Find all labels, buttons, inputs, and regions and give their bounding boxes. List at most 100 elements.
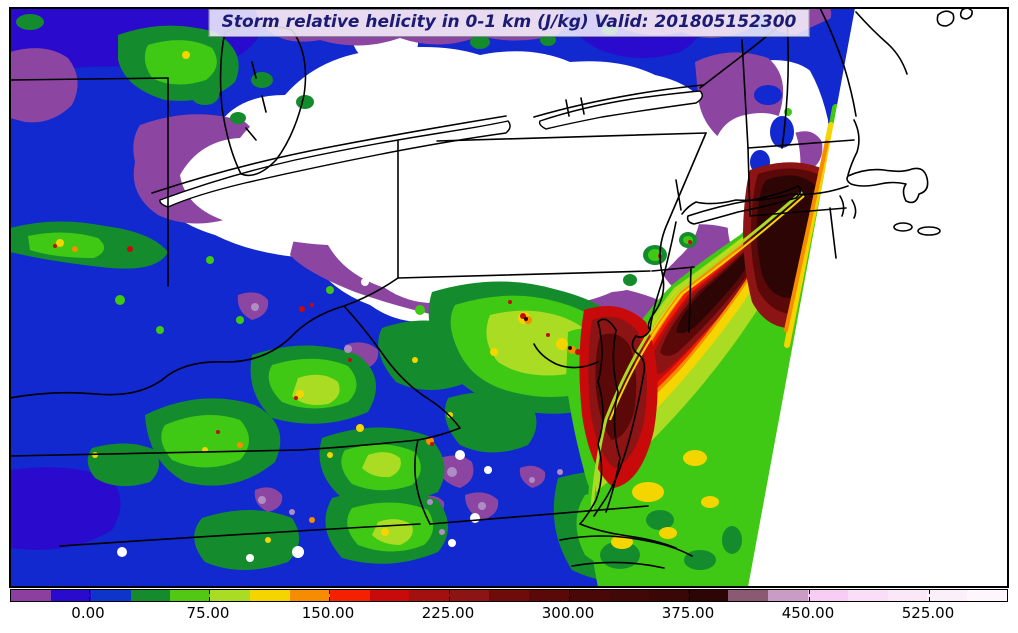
colorbar-segment [210,590,251,601]
colorbar-segment [329,590,370,601]
ky-tn-border [10,439,419,457]
map-title-box: Storm relative helicity in 0-1 km (J/kg)… [208,9,810,37]
lake-ontario [538,90,703,130]
colorbar-segment [409,590,450,601]
blue-patch [770,116,794,148]
colorbar-tick [449,597,450,601]
map-frame [9,7,1009,588]
hudson-river [675,179,682,211]
green-blob [470,35,490,49]
yellow-green-accent [292,374,340,405]
speckle-red [575,349,581,355]
coast-rim-strip-inner [609,195,805,421]
speckle-red [310,303,314,307]
lake-erie-north-shore [151,115,507,194]
ny-vt-border [741,39,749,149]
colorbar-segment [768,590,808,601]
speckle-black_red [524,317,528,321]
green-blob [191,85,219,105]
green-field [87,443,159,487]
colorbar-label: 75.00 [186,604,230,622]
speckle-yellow [265,537,271,543]
colorbar-tick [569,597,570,601]
speckle-orange [72,246,78,252]
ny-nj-border [667,132,707,223]
va-south-coast [579,523,677,549]
speckle-red [127,246,133,252]
colorbar-tick [689,597,690,601]
colorbar [10,589,1008,602]
storm-cell-core [648,249,662,261]
colorbar-tick [569,590,570,594]
speckle-green [236,316,244,324]
lake-erie [159,120,511,208]
marthas-vineyard [893,222,913,232]
colorbar-segment [807,590,848,601]
colorbar-tick [329,597,330,601]
speckle-green [415,305,425,315]
colorbar-segment [688,590,729,601]
colorbar-segment [648,590,689,601]
speckle-green [326,286,334,294]
blue-patch [754,85,782,105]
colorbar-label: 375.00 [661,604,715,622]
river-dashes [245,61,585,141]
edge-orange-strip [784,140,829,332]
colorbar-gradient [11,590,1008,601]
plume-yellow-patch [611,535,633,549]
speckle-red [348,358,352,362]
colorbar-segment [847,590,888,601]
colorbar-label: 0.00 [71,604,105,622]
domain-edge-wedge [748,8,1008,587]
speckle-red [53,244,57,248]
colorbar-segment [289,590,330,601]
speckle-yellow [447,412,453,418]
speckle-yellow [356,424,364,432]
plume-yellow-patch [632,482,664,502]
speckle-purple_pale [251,303,259,311]
nantucket [917,226,941,236]
long-island-outline [686,185,802,225]
colorbar-segment [528,590,569,601]
ct-coast [681,185,849,215]
plume-yellow-patch [659,527,677,539]
speckle-red [299,306,305,312]
speckle-yellow [556,338,568,350]
speckle-red [520,313,526,319]
coast-rim-strip [590,190,803,511]
potomac-river [533,343,599,369]
colorbar-segment [887,590,928,601]
speckle-purple_pale [439,529,445,535]
speckle-red [216,430,220,434]
speckle-black_red [568,346,572,350]
green-blob [540,34,556,46]
speckle-purple_pale [529,477,535,483]
speckle-yellow [412,357,418,363]
plume-green-dark-spot [722,526,742,554]
nh-me-border [819,8,857,117]
green-blob [230,112,246,124]
speckle-white [448,539,456,547]
colorbar-tick [929,590,930,594]
speckle-green [156,326,164,334]
cape-cod-outline [846,167,929,204]
green-core [144,40,217,85]
speckle-orange [309,517,315,523]
colorbar-label: 450.00 [781,604,835,622]
green-blob [296,95,314,109]
colorbar-segment [369,590,410,601]
nc-sounds [559,535,693,569]
state-boundaries [10,8,857,547]
speckle-green [206,256,214,264]
speckle-red [546,333,550,337]
mi-oh-border [10,77,169,81]
storm-cell [623,274,637,286]
speckle-purple_pale [258,496,266,504]
colorbar-segment [50,590,91,601]
speckle-red [688,240,692,244]
speckle-purple_pale [478,502,486,510]
colorbar-tick [929,597,930,601]
speckle-white [470,513,480,523]
speckle-yellow [296,390,304,398]
